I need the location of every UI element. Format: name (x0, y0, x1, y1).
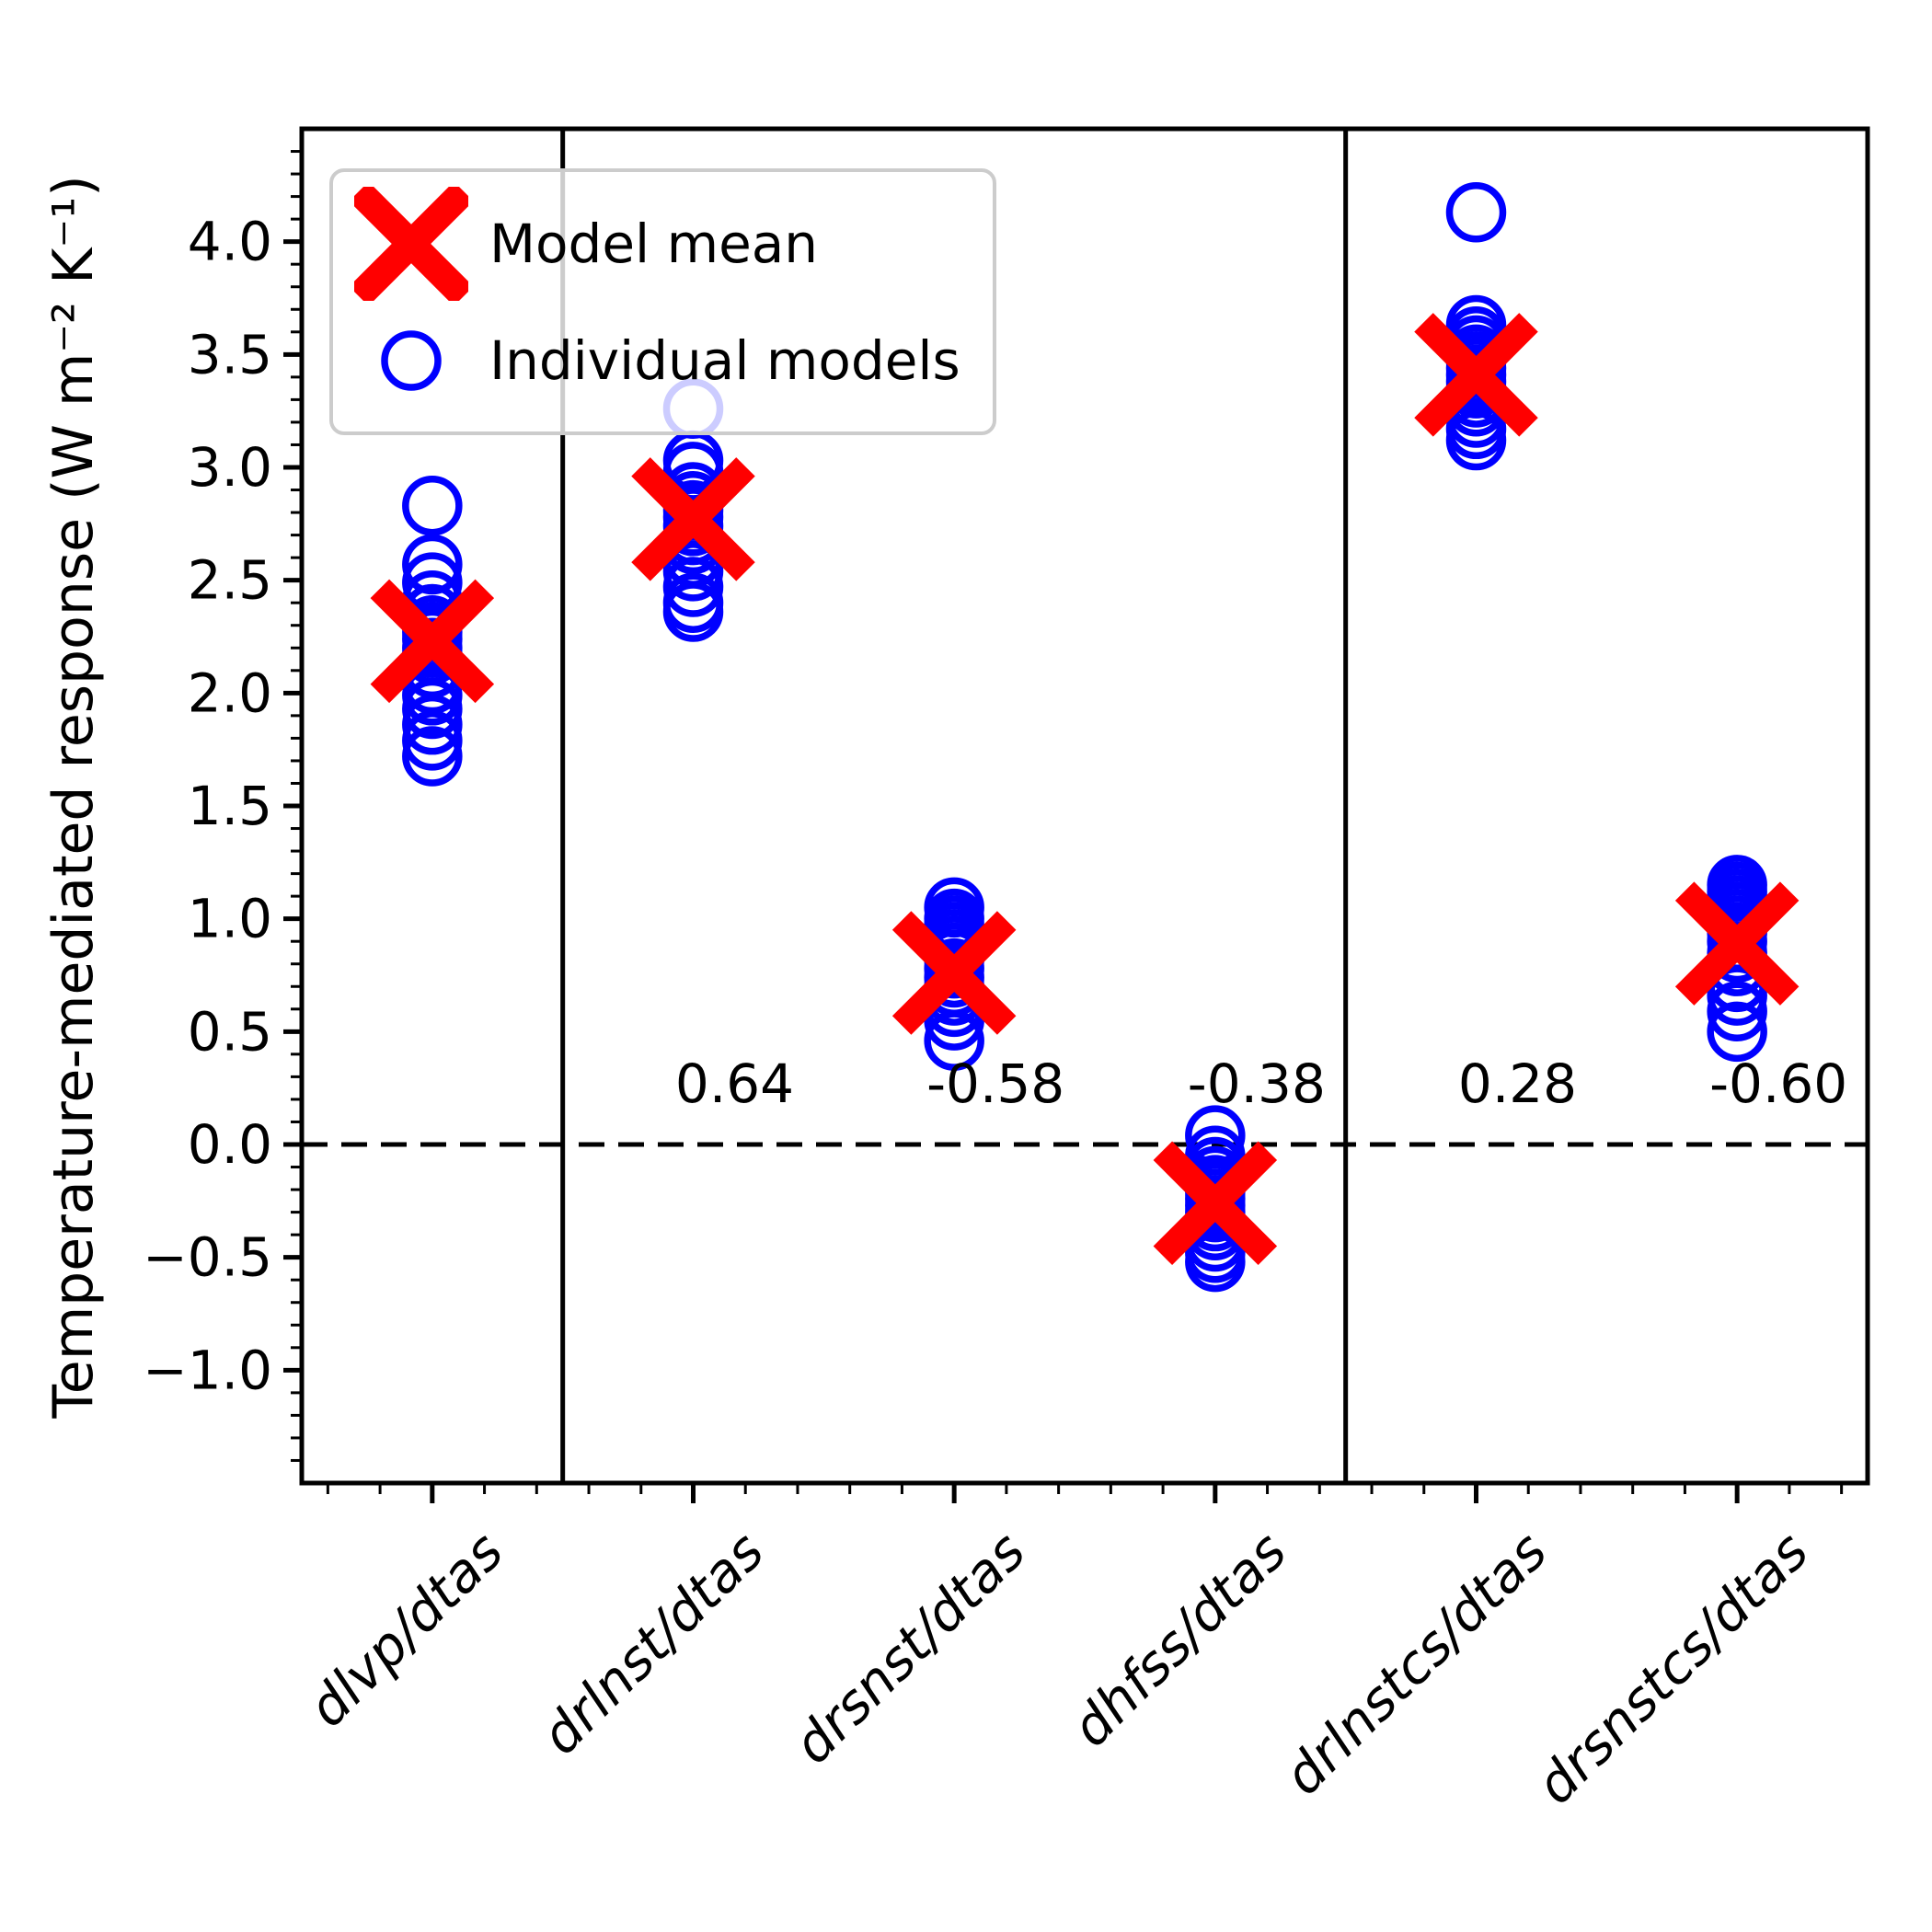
y-tick-label: 1.5 (188, 775, 272, 837)
annotation-value: -0.38 (1188, 1052, 1326, 1115)
legend-item-individual-models: Individual models (333, 303, 993, 418)
y-tick-label: 0.5 (188, 1000, 272, 1063)
legend-label-model-mean: Model mean (489, 212, 819, 275)
annotation-value: 0.28 (1458, 1052, 1577, 1115)
y-tick-label: 0.0 (188, 1113, 272, 1176)
model-mean-marker (631, 457, 755, 581)
legend-item-model-mean: Model mean (333, 186, 993, 301)
y-tick-label: −1.0 (143, 1339, 272, 1401)
model-mean-marker (370, 579, 495, 704)
individual-model-point (1185, 1231, 1246, 1293)
individual-model-point (402, 726, 463, 787)
individual-model-point (402, 475, 463, 536)
individual-model-point (1707, 1001, 1767, 1063)
y-tick-label: 4.0 (188, 211, 272, 273)
model-mean-marker (1153, 1141, 1278, 1266)
individual-model-point (402, 694, 463, 755)
model-mean-marker (1674, 881, 1800, 1006)
individual-model-point (1445, 182, 1507, 243)
individual-model-point (1707, 981, 1767, 1042)
annotation-value: -0.60 (1709, 1052, 1847, 1115)
y-tick-label: 2.5 (188, 549, 272, 612)
individual-model-point (402, 678, 463, 740)
model-mean-marker (1414, 313, 1538, 437)
plot-border (299, 126, 1870, 1486)
individual-model-point (662, 581, 724, 642)
y-tick-label: 3.5 (188, 323, 272, 385)
y-tick-label: −0.5 (143, 1226, 272, 1289)
y-tick-label: 3.0 (188, 436, 272, 499)
individual-model-point (402, 534, 463, 595)
annotation-value: -0.58 (926, 1052, 1064, 1115)
y-tick-label: 2.0 (188, 661, 272, 724)
legend-label-individual-models: Individual models (489, 328, 960, 392)
individual-model-point (662, 557, 724, 617)
individual-model-point (1707, 965, 1767, 1026)
individual-models-circle-icon (333, 327, 489, 395)
individual-model-point (402, 710, 463, 771)
individual-model-point (1445, 409, 1507, 471)
y-axis-label: Temperature-mediated response (W m⁻² K⁻¹… (41, 175, 106, 1419)
y-tick-label: 1.0 (188, 888, 272, 950)
model-mean-marker (891, 911, 1017, 1035)
individual-model-point (924, 990, 984, 1051)
legend: Model mean Individual models (329, 168, 996, 435)
individual-model-point (924, 1010, 984, 1071)
model-mean-x-icon (333, 186, 489, 301)
individual-model-point (662, 541, 724, 602)
annotation-value: 0.64 (675, 1052, 794, 1115)
